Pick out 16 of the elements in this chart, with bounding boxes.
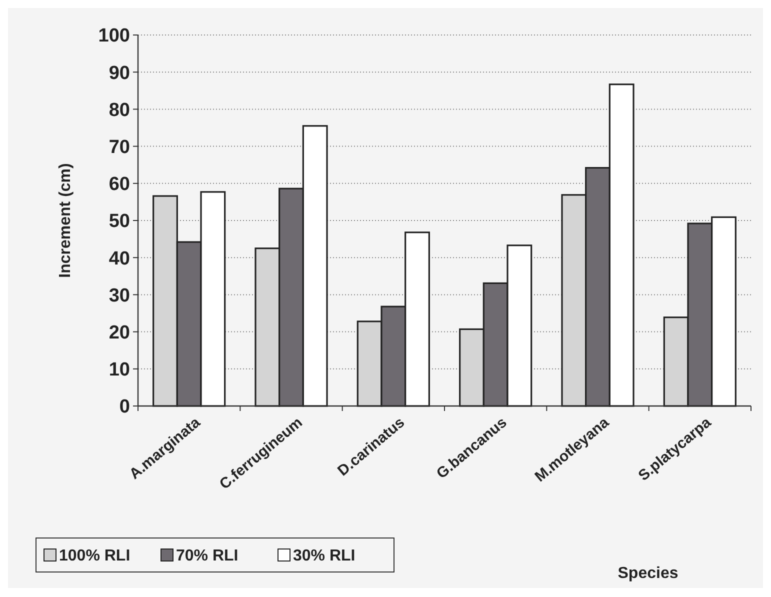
y-tick-label: 100 xyxy=(98,26,130,47)
y-tick-label: 60 xyxy=(108,174,130,196)
y-tick-label: 30 xyxy=(108,285,130,306)
y-tick-label: 10 xyxy=(108,360,130,381)
y-tick-label: 20 xyxy=(108,322,130,344)
y-axis-title: Increment (cm) xyxy=(57,163,74,278)
legend-label: 30% RLI xyxy=(293,548,356,565)
y-tick-label: 90 xyxy=(108,62,130,84)
legend-label: 100% RLI xyxy=(59,548,130,565)
y-tick-label: 0 xyxy=(119,396,130,418)
y-tick-label: 70 xyxy=(108,136,130,158)
legend-label: 70% RLI xyxy=(176,548,238,565)
x-axis-title: Species xyxy=(618,565,678,582)
y-tick-label: 50 xyxy=(108,211,130,232)
y-tick-label: 40 xyxy=(108,248,130,270)
y-tick-label: 80 xyxy=(108,100,130,121)
